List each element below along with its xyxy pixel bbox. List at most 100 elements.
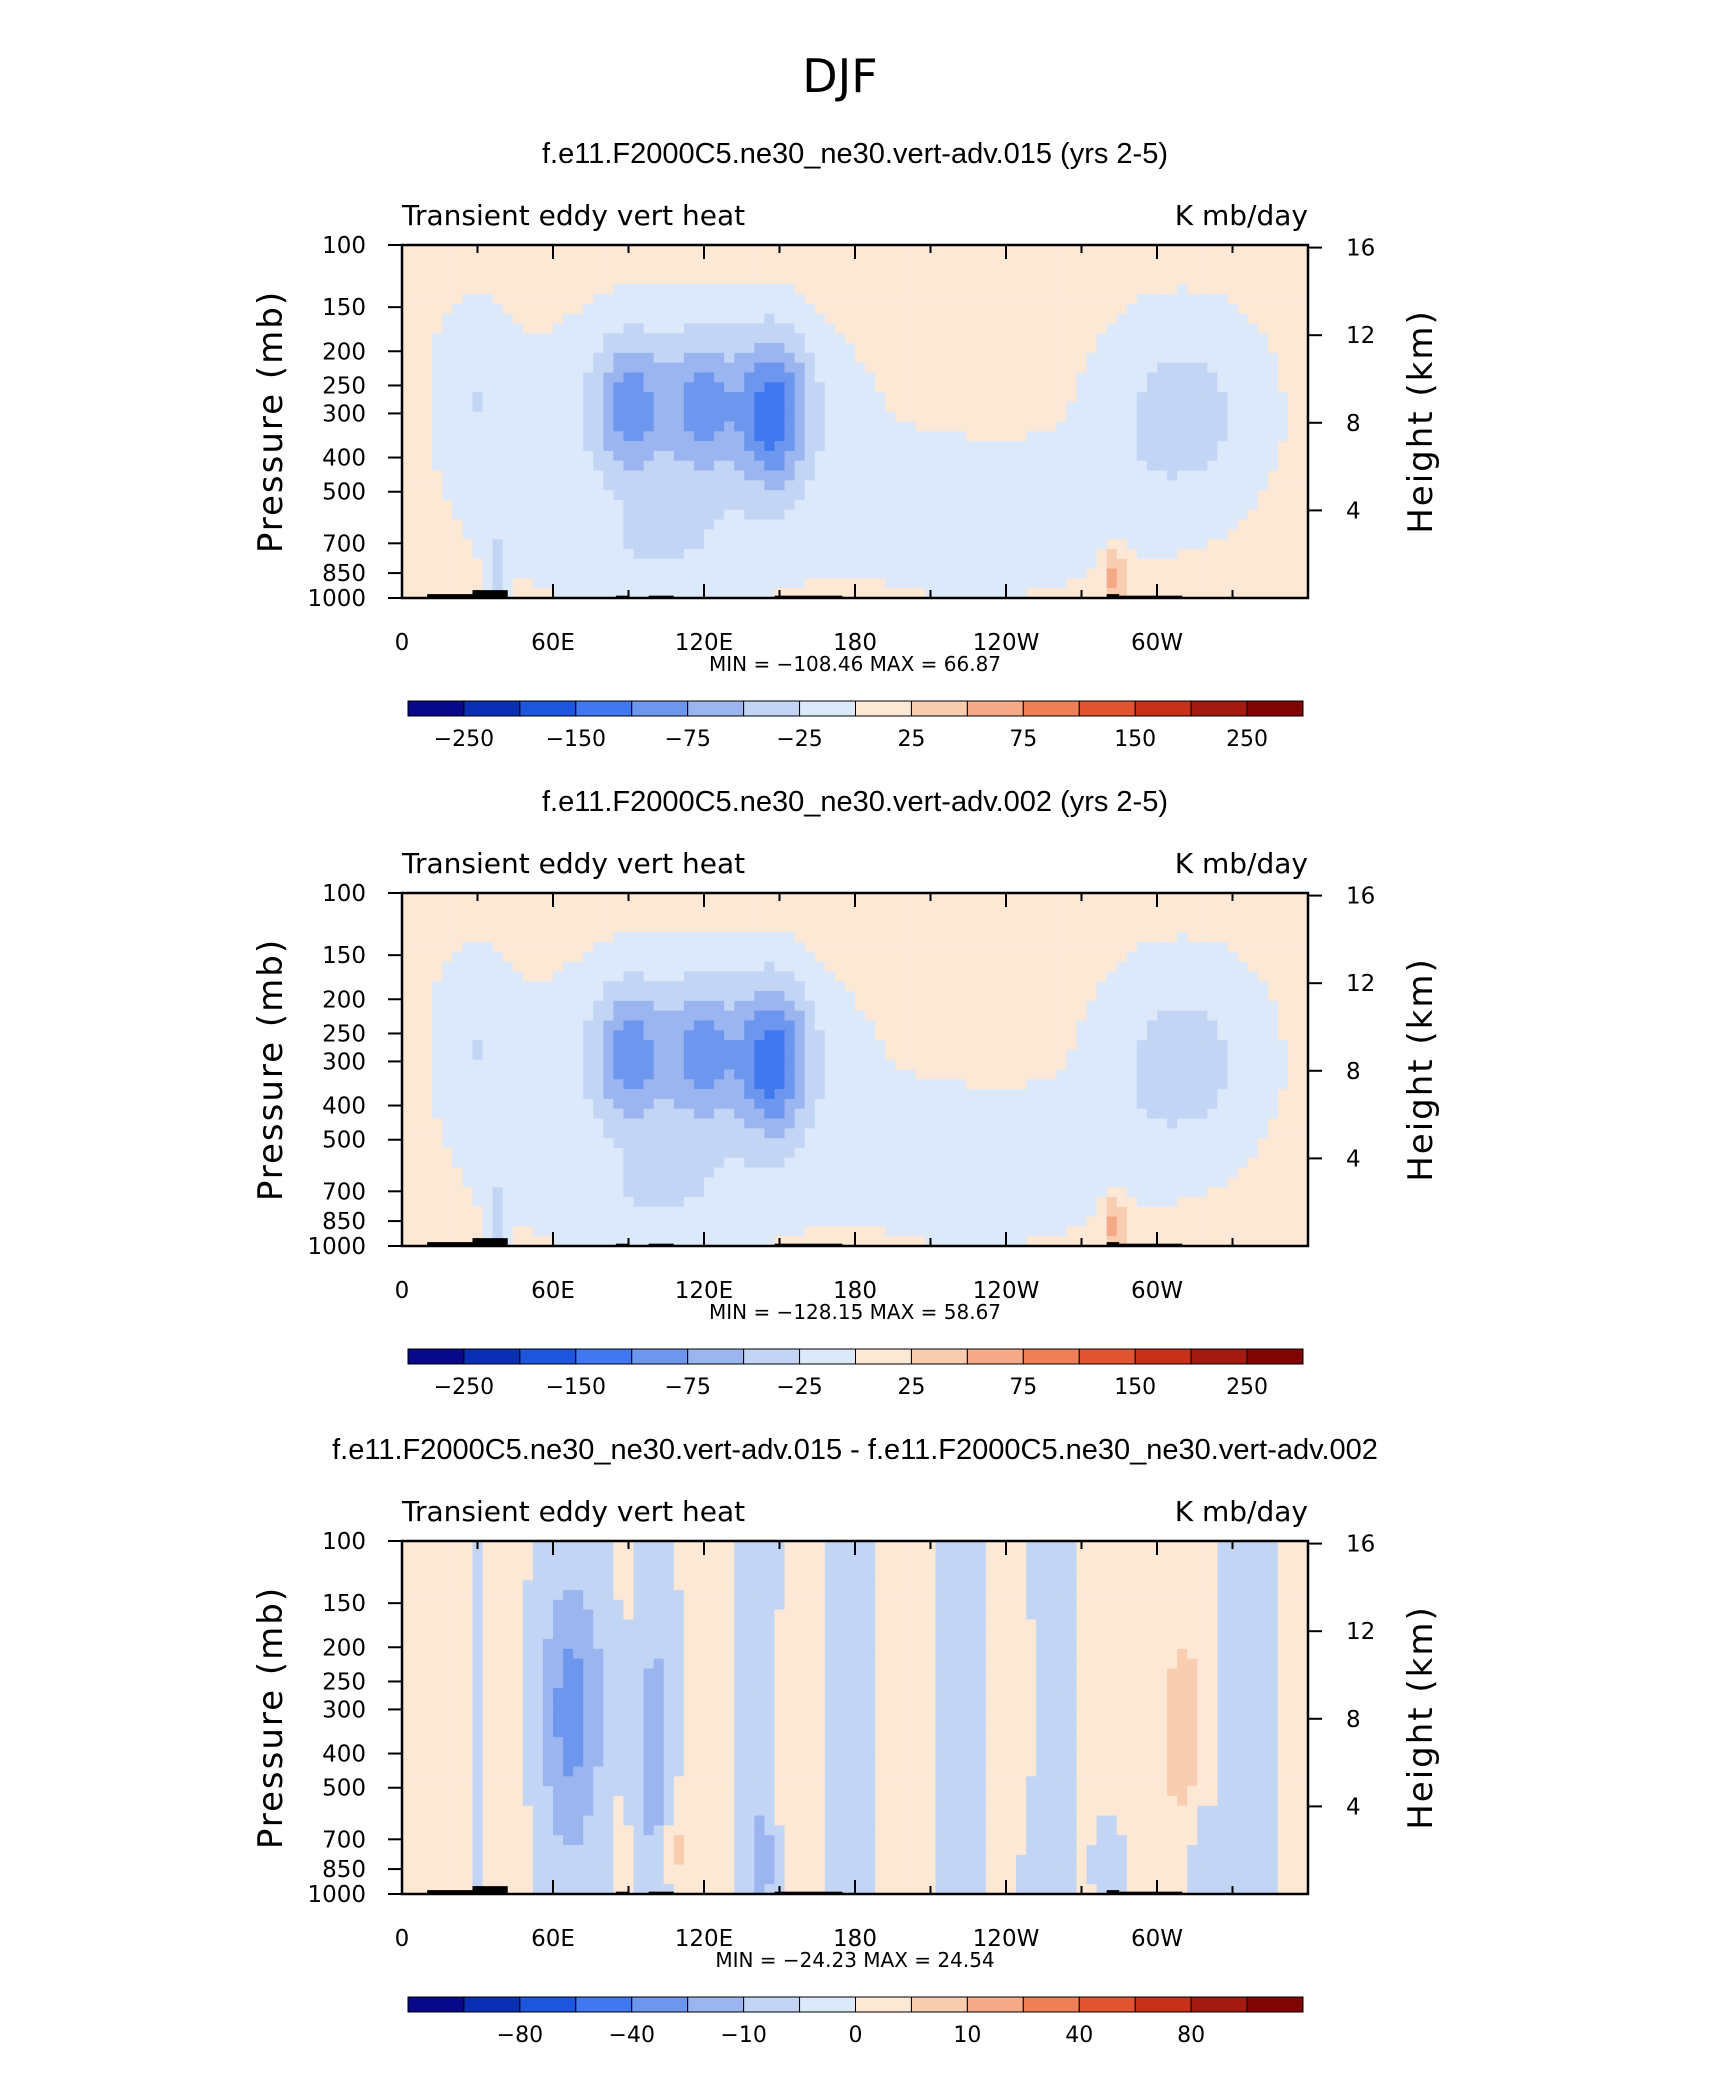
heatmap-cell — [532, 991, 544, 1002]
heatmap-cell — [985, 303, 997, 315]
heatmap-cell — [1116, 981, 1128, 992]
heatmap-cell — [573, 529, 584, 540]
heatmap-cell — [995, 578, 1007, 589]
heatmap-cell — [462, 932, 474, 943]
heatmap-cell — [1146, 303, 1158, 315]
heatmap-cell — [1106, 431, 1118, 442]
heatmap-cell — [522, 1020, 534, 1031]
heatmap-cell — [1106, 411, 1118, 423]
heatmap-cell — [643, 352, 655, 364]
heatmap-cell — [673, 529, 685, 540]
heatmap-cell — [693, 431, 705, 442]
heatmap-cell — [714, 1000, 725, 1012]
heatmap-cell — [1056, 382, 1067, 393]
heatmap-cell — [834, 480, 846, 491]
heatmap-cell — [693, 1010, 705, 1022]
heatmap-cell — [532, 578, 544, 589]
heatmap-cell — [1287, 529, 1299, 540]
heatmap-cell — [1066, 333, 1078, 344]
heatmap-cell — [1157, 323, 1168, 334]
heatmap-cell — [663, 951, 675, 963]
heatmap-cell — [1076, 401, 1088, 413]
heatmap-cell — [412, 1049, 423, 1061]
heatmap-cell — [794, 499, 806, 511]
heatmap-cell — [422, 490, 433, 501]
heatmap-cell — [1076, 539, 1088, 550]
heatmap-cell — [653, 245, 665, 256]
heatmap-cell — [1036, 961, 1047, 973]
heatmap-cell — [1217, 362, 1229, 374]
heatmap-cell — [774, 490, 786, 501]
heatmap-cell — [1227, 313, 1239, 325]
heatmap-cell — [734, 578, 745, 589]
heatmap-cell — [512, 548, 524, 560]
heatmap-cell — [512, 991, 524, 1002]
heatmap-cell — [502, 284, 514, 295]
heatmap-cell — [522, 932, 534, 943]
heatmap-cell — [1016, 294, 1027, 305]
heatmap-cell — [1026, 961, 1037, 973]
heatmap-cell — [432, 274, 443, 285]
heatmap-cell — [1257, 942, 1269, 953]
heatmap-cell — [1116, 893, 1128, 904]
heatmap-cell — [462, 509, 474, 521]
heatmap-cell — [1247, 372, 1259, 383]
heatmap-cell — [915, 1049, 927, 1061]
heatmap-cell — [714, 942, 725, 953]
heatmap-cell — [442, 245, 453, 256]
heatmap-cell — [583, 421, 594, 432]
heatmap-cell — [935, 961, 947, 973]
heatmap-cell — [1086, 352, 1098, 364]
heatmap-cell — [744, 991, 755, 1002]
heatmap-cell — [1207, 1030, 1218, 1041]
heatmap-cell — [895, 362, 906, 374]
heatmap-cell — [633, 411, 645, 423]
heatmap-cell — [955, 382, 967, 393]
heatmap-cell — [724, 294, 735, 305]
heatmap-cell — [844, 352, 856, 364]
heatmap-cell — [774, 519, 786, 530]
heatmap-cell — [452, 264, 463, 276]
heatmap-cell — [734, 264, 745, 276]
heatmap-cell — [462, 401, 474, 413]
heatmap-cell — [784, 362, 796, 374]
heatmap-cell — [472, 922, 484, 933]
heatmap-cell — [643, 274, 655, 285]
heatmap-cell — [865, 460, 876, 472]
heatmap-cell — [1006, 942, 1017, 953]
heatmap-cell — [422, 401, 433, 413]
heatmap-cell — [1076, 362, 1088, 374]
heatmap-cell — [1187, 372, 1198, 383]
heatmap-cell — [764, 392, 776, 403]
heatmap-cell — [945, 1010, 957, 1022]
heatmap-cell — [1106, 294, 1118, 305]
heatmap-cell — [452, 1049, 463, 1061]
heatmap-cell — [593, 274, 604, 285]
heatmap-cell — [553, 509, 564, 521]
heatmap-cell — [995, 1000, 1007, 1012]
heatmap-cell — [402, 421, 413, 432]
heatmap-cell — [1086, 1030, 1098, 1041]
heatmap-cell — [452, 450, 463, 462]
heatmap-cell — [482, 333, 494, 344]
heatmap-cell — [563, 323, 574, 334]
heatmap-cell — [1217, 470, 1229, 481]
heatmap-cell — [734, 372, 745, 383]
heatmap-cell — [824, 460, 836, 472]
heatmap-cell — [412, 372, 423, 383]
heatmap-cell — [502, 333, 514, 344]
heatmap-cell — [583, 529, 594, 540]
heatmap-cell — [683, 942, 695, 953]
heatmap-cell — [1086, 431, 1098, 442]
heatmap-cell — [744, 274, 755, 285]
heatmap-cell — [563, 902, 574, 914]
heatmap-cell — [905, 411, 916, 423]
heatmap-cell — [1197, 558, 1208, 570]
heatmap-cell — [1267, 264, 1279, 276]
heatmap-cell — [945, 588, 957, 599]
heatmap-cell — [603, 254, 614, 266]
heatmap-cell — [1116, 401, 1128, 413]
heatmap-cell — [1157, 1049, 1168, 1061]
heatmap-cell — [442, 902, 453, 914]
heatmap-cell — [693, 578, 705, 589]
